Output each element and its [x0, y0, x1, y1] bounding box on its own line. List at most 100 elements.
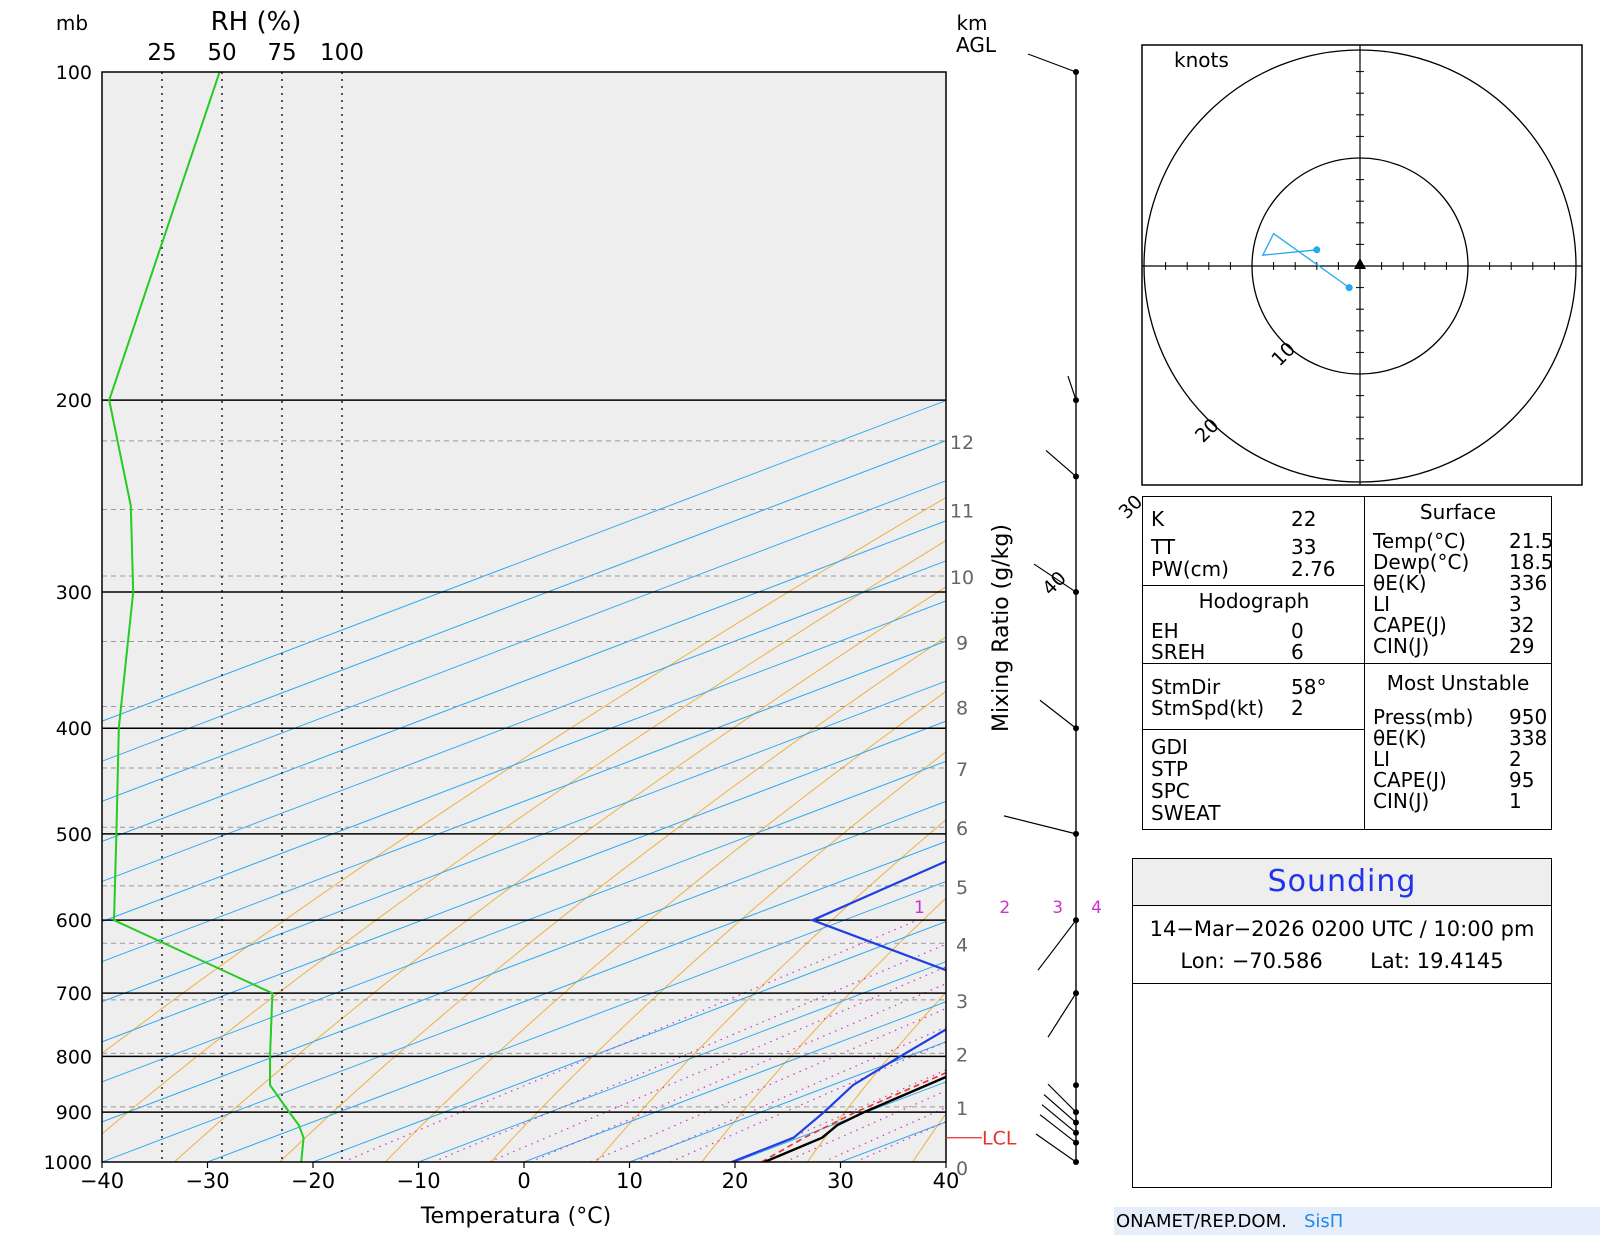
- mu-thetae-label: θE(K): [1373, 726, 1427, 750]
- surface-thetae-value: 336: [1509, 571, 1548, 595]
- footer-brand: SisΠ: [1304, 1211, 1344, 1232]
- hodograph-end-point: [1313, 246, 1321, 254]
- isotherm-line: [102, 440, 946, 762]
- hodograph-ring-label: 40: [1038, 567, 1071, 600]
- sweat-label: SWEAT: [1151, 801, 1221, 825]
- dry-adiabat-line: [595, 819, 946, 1162]
- lat-value: 19.4145: [1416, 949, 1504, 973]
- km-tick-label: 9: [956, 632, 968, 654]
- mixing-ratio-label: 4: [1091, 898, 1102, 918]
- lon-label: Lon:: [1180, 949, 1225, 973]
- rh-tick-label: 25: [147, 40, 176, 66]
- pressure-tick-label: 200: [56, 390, 92, 412]
- mu-thetae-value: 338: [1509, 726, 1548, 750]
- wind-barb-staff: [1035, 1133, 1077, 1163]
- wind-barb-staff: [1037, 919, 1077, 971]
- isotherm-line: [311, 921, 946, 1162]
- pressure-tick-label: 100: [56, 62, 92, 84]
- mu-li-value: 2: [1509, 747, 1522, 771]
- hodograph-units-label: knots: [1174, 48, 1229, 72]
- tt-value: 33: [1291, 535, 1317, 559]
- pressure-tick-label: 900: [56, 1102, 92, 1124]
- hodograph-title: Hodograph: [1198, 589, 1310, 613]
- isotherm-line: [102, 680, 946, 1003]
- wind-barb-staff: [1039, 1114, 1077, 1144]
- k-value: 22: [1291, 507, 1317, 531]
- x-tick-label: −20: [291, 1169, 335, 1193]
- mu-press-value: 950: [1509, 705, 1548, 729]
- stp-label: STP: [1151, 757, 1188, 781]
- isotherm-line: [102, 400, 946, 722]
- stmspd-value: 2: [1291, 696, 1304, 720]
- pressure-tick-label: 300: [56, 582, 92, 604]
- wind-barb-staff: [1047, 1083, 1077, 1113]
- km-tick-label: 8: [956, 697, 968, 719]
- wind-barb-staff: [1045, 450, 1077, 477]
- spc-label: SPC: [1151, 779, 1190, 803]
- wind-barb-staff: [1047, 992, 1077, 1038]
- surface-cin-value: 29: [1509, 634, 1535, 658]
- dry-adiabat-line: [384, 690, 946, 1162]
- surface-thetae-label: θE(K): [1373, 571, 1427, 595]
- isotherm-line: [102, 520, 946, 842]
- pressure-tick-label: 700: [56, 983, 92, 1005]
- stmdir-value: 58°: [1291, 675, 1327, 699]
- surface-temp-label: Temp(°C): [1373, 529, 1466, 553]
- pressure-tick-label: 500: [56, 824, 92, 846]
- isotherm-line: [102, 600, 946, 923]
- rh-line: [108, 72, 305, 1162]
- km-tick-label: 4: [956, 934, 968, 956]
- pressure-tick-label: 400: [56, 718, 92, 740]
- sounding-datetime: 14−Mar−2026 0200 UTC / 10:00 pm: [1149, 917, 1535, 941]
- eh-label: EH: [1151, 619, 1179, 643]
- x-axis-title: Temperatura (°C): [420, 1204, 611, 1229]
- x-tick-label: 30: [827, 1169, 854, 1193]
- isotherm-line: [417, 961, 946, 1162]
- footer-bar: ONAMET/REP.DOM. SisΠ: [1114, 1207, 1600, 1235]
- surface-li-value: 3: [1509, 592, 1522, 616]
- isotherm-line: [102, 760, 946, 1083]
- dry-adiabat-line: [102, 496, 946, 1054]
- pressure-tick-label: 800: [56, 1046, 92, 1068]
- pressure-tick-label: 1000: [44, 1152, 92, 1174]
- mixing-ratio-label: 3: [1052, 898, 1063, 918]
- x-tick-label: −40: [80, 1169, 124, 1193]
- mu-li-label: LI: [1373, 747, 1391, 771]
- km-tick-label: 0: [956, 1158, 968, 1180]
- agl-unit-label: AGL: [956, 33, 997, 57]
- mu-cin-value: 1: [1509, 789, 1522, 813]
- km-tick-label: 7: [956, 759, 968, 781]
- gdi-label: GDI: [1151, 735, 1188, 759]
- wind-barb-staff: [1039, 699, 1077, 729]
- indices-table: K 22 TT 33 PW(cm) 2.76 Hodograph EH 0 SR…: [1142, 496, 1366, 830]
- km-tick-label: 3: [956, 991, 968, 1013]
- footer-org: ONAMET/REP.DOM.: [1116, 1211, 1287, 1232]
- mixing-ratio-label: 1: [914, 898, 925, 918]
- isotherm-line: [206, 880, 946, 1162]
- stmspd-label: StmSpd(kt): [1151, 696, 1265, 720]
- wind-barb-staff: [1003, 815, 1077, 835]
- wind-barb-staff: [1027, 53, 1077, 73]
- hodograph-start-point: [1345, 284, 1353, 292]
- surface-cape-label: CAPE(J): [1373, 613, 1447, 637]
- lcl-label: LCL: [982, 1128, 1017, 1150]
- dry-adiabat-line: [806, 991, 946, 1162]
- surface-temp-value: 21.5: [1509, 529, 1554, 553]
- km-tick-label: 6: [956, 818, 968, 840]
- mu-press-label: Press(mb): [1373, 705, 1474, 729]
- dry-adiabat-line: [102, 539, 946, 1135]
- k-label: K: [1151, 507, 1165, 531]
- mixing-ratio-line: [489, 966, 946, 1162]
- lon-value: −70.586: [1231, 949, 1323, 973]
- mixing-ratio-line: [343, 919, 918, 1162]
- km-tick-label: 11: [950, 501, 974, 523]
- plot-background: [102, 72, 946, 1162]
- temperature-line: [764, 1075, 946, 1162]
- tt-label: TT: [1151, 535, 1176, 559]
- x-tick-label: 0: [517, 1169, 530, 1193]
- dewpoint-line: [731, 860, 946, 1162]
- surface-cape-value: 32: [1509, 613, 1535, 637]
- km-tick-label: 1: [956, 1098, 968, 1120]
- x-tick-label: −10: [396, 1169, 440, 1193]
